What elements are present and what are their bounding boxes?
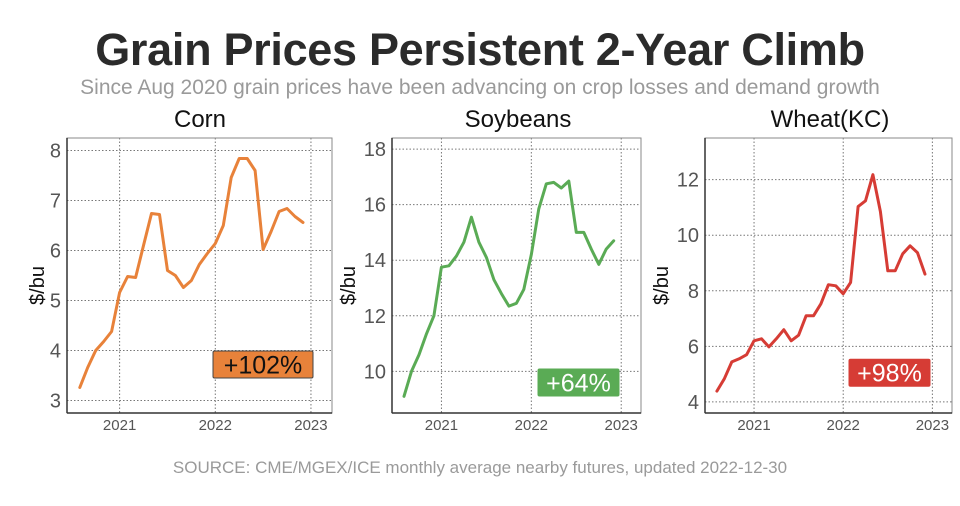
y-tick-label: 6	[688, 336, 699, 358]
y-tick-label: 12	[677, 170, 699, 192]
page-title: Grain Prices Persistent 2-Year Climb	[95, 24, 865, 75]
x-tick-label: 2022	[515, 417, 548, 434]
y-tick-label: 4	[688, 392, 699, 414]
y-tick-label: 6	[50, 241, 61, 263]
chart-title: Corn	[174, 106, 226, 133]
y-tick-label: 5	[50, 291, 61, 313]
x-tick-label: 2023	[605, 417, 638, 434]
chart-panel-wheat-kc: Wheat(KC) 4 6 8 10 12 2021 2022 2023 $/bu +98%	[651, 106, 953, 434]
x-tick-label: 2022	[199, 417, 232, 434]
page-subtitle: Since Aug 2020 grain prices have been ad…	[80, 76, 880, 99]
change-badge-label: +102%	[224, 352, 303, 380]
y-axis-label: $/bu	[27, 266, 49, 305]
chart-panel-soybeans: Soybeans 10 12 14 16 18 2021 2022 2023 $/bu +64%	[338, 106, 642, 434]
change-badge	[212, 350, 314, 379]
y-tick-label: 7	[50, 191, 61, 213]
change-badge	[848, 358, 931, 387]
change-badge-label: +98%	[857, 360, 922, 388]
y-tick-label: 14	[364, 250, 386, 272]
change-badge	[537, 368, 620, 397]
y-tick-label: 3	[50, 391, 61, 413]
x-tick-label: 2022	[827, 417, 860, 434]
y-tick-label: 8	[688, 281, 699, 303]
x-tick-label: 2021	[425, 417, 458, 434]
y-tick-label: 16	[364, 195, 386, 217]
x-tick-label: 2021	[103, 417, 136, 434]
y-tick-label: 12	[364, 306, 386, 328]
x-tick-label: 2021	[737, 417, 770, 434]
y-tick-label: 18	[364, 139, 386, 161]
chart-title: Wheat(KC)	[771, 106, 890, 133]
y-tick-label: 8	[50, 141, 61, 163]
y-axis-label: $/bu	[651, 266, 673, 305]
source-note: SOURCE: CME/MGEX/ICE monthly average nea…	[172, 458, 788, 477]
y-tick-label: 4	[50, 341, 61, 363]
change-badge-label: +64%	[546, 369, 611, 397]
y-tick-label: 10	[364, 361, 386, 383]
x-tick-label: 2023	[916, 417, 949, 434]
chart-panel-corn: Corn 3 4 5 6 7 8 2021 2022 2023 $/bu +102%	[27, 106, 333, 434]
y-axis-label: $/bu	[338, 266, 360, 305]
series-line	[715, 173, 927, 393]
y-tick-label: 10	[677, 225, 699, 247]
chart-title: Soybeans	[465, 106, 572, 133]
series-line	[402, 179, 616, 398]
x-tick-label: 2023	[294, 417, 327, 434]
